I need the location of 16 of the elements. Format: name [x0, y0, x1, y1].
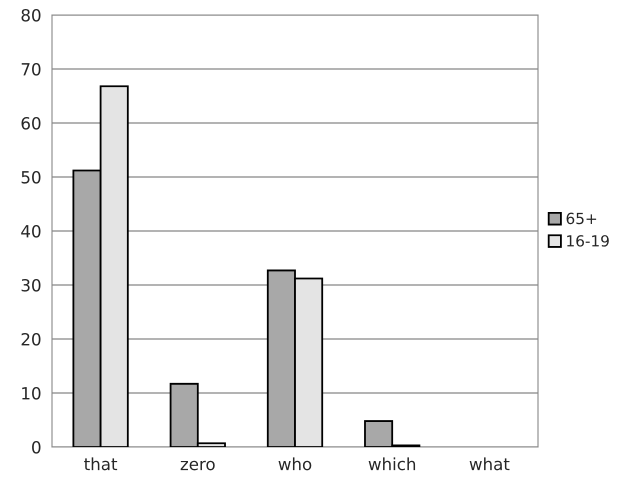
x-tick-label: which [368, 457, 416, 470]
legend-label: 65+ [566, 212, 596, 224]
legend-label: 16-19 [567, 235, 609, 247]
y-tick-label: 50 [22, 170, 40, 184]
y-tick-label: 10 [22, 386, 40, 400]
x-tick-label: who [278, 457, 312, 470]
x-tick-label: zero [180, 460, 215, 470]
y-tick-label: 60 [22, 116, 40, 130]
x-tick-label: what [470, 457, 510, 470]
y-tick-label: 40 [21, 224, 40, 238]
y-tick-label: 20 [22, 332, 40, 346]
y-tick-label: 0 [32, 440, 40, 454]
x-tick-label: that [84, 457, 118, 470]
y-tick-label: 80 [22, 8, 40, 22]
y-tick-label: 30 [22, 278, 40, 292]
y-tick-label: 70 [22, 62, 40, 76]
